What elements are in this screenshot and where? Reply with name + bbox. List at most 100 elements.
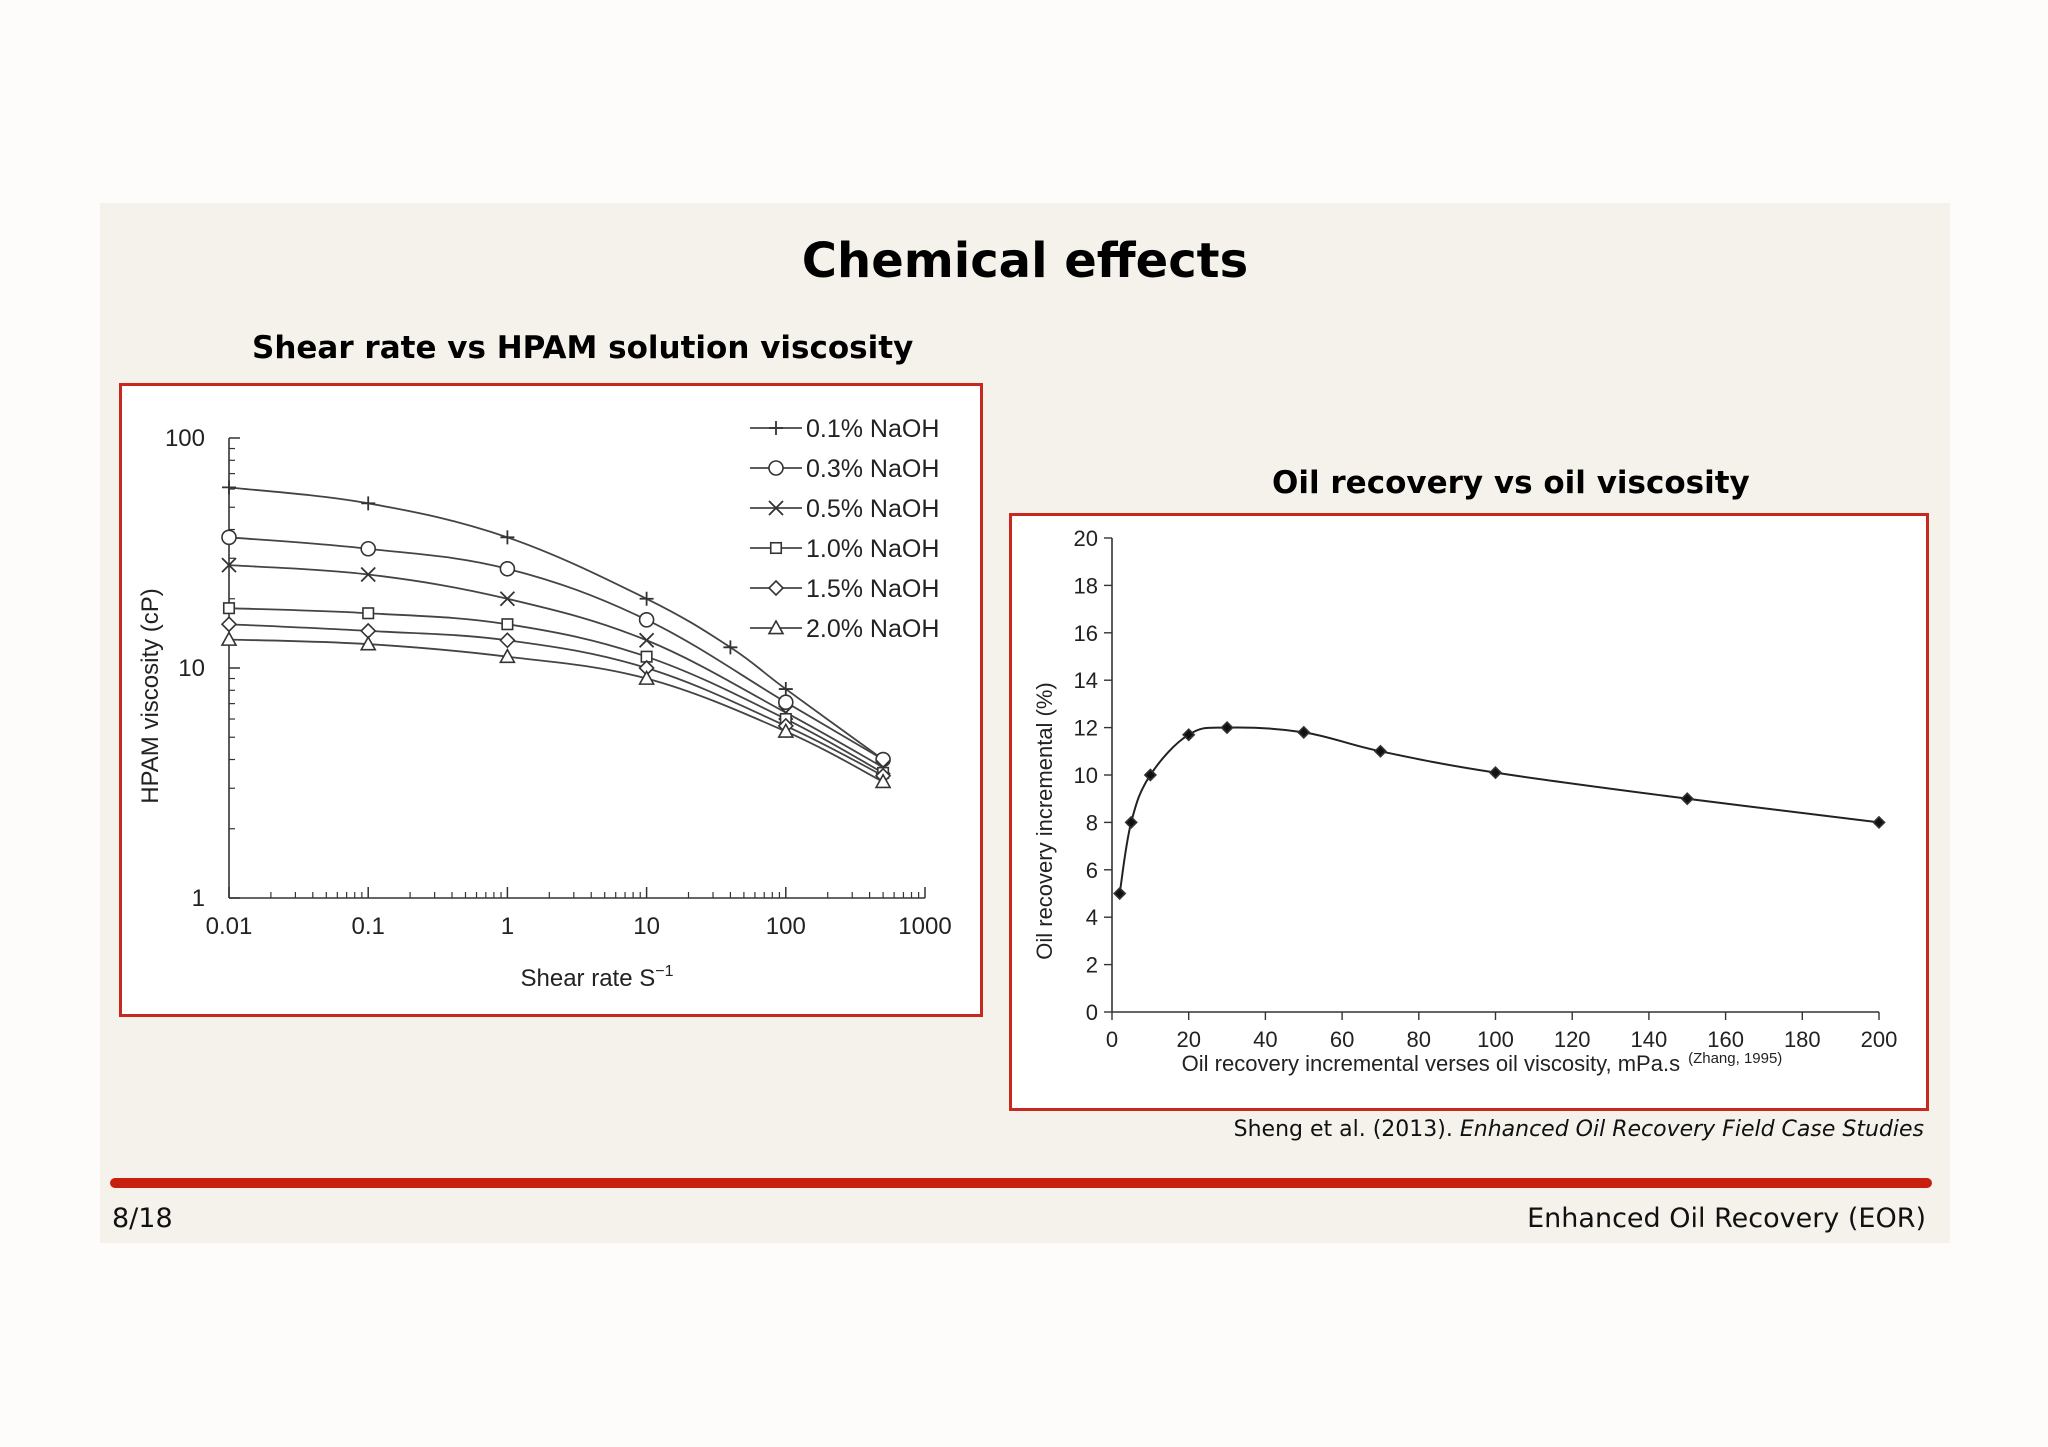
reference-citation: Sheng et al. (2013). Enhanced Oil Recove…	[1234, 1117, 1924, 1142]
data-point	[499, 591, 516, 607]
legend-marker	[768, 460, 784, 476]
legend-marker	[769, 541, 783, 555]
data-point	[500, 530, 515, 545]
legend-entry: 0.1% NaOH	[750, 415, 939, 443]
series-oil-recovery	[1113, 720, 1886, 901]
page-number: 8/18	[112, 1203, 173, 1234]
data-point	[1872, 815, 1886, 830]
x-tick-label: 160	[1707, 1027, 1744, 1052]
x-tick-label: 0.1	[352, 913, 385, 940]
data-point	[501, 618, 514, 631]
oil-recovery-chart: 0 20 40 60 80 100 120 140 160 180 200 0 2 4 6 8 10 12 14 16…	[1032, 526, 1898, 1076]
x-tick-label: 60	[1330, 1027, 1354, 1052]
y-tick-label: 20	[1074, 526, 1098, 551]
footer-divider	[110, 1178, 1932, 1188]
y-tick-label: 10	[178, 655, 205, 682]
data-point	[723, 640, 738, 655]
data-point	[638, 632, 655, 648]
data-point	[638, 669, 655, 685]
data-point	[499, 560, 516, 577]
x-axis-label: Shear rate S−1	[521, 963, 674, 992]
data-point	[777, 694, 794, 711]
legend-entry: 0.3% NaOH	[750, 455, 939, 483]
y-tick-label: 0	[1086, 1000, 1098, 1025]
data-point	[1373, 744, 1388, 758]
y-tick-label: 6	[1086, 858, 1098, 883]
left-chart-subtitle: Shear rate vs HPAM solution viscosity	[252, 330, 914, 366]
data-point	[221, 529, 237, 546]
legend-label: 0.3% NaOH	[806, 455, 939, 483]
legend-marker	[769, 421, 783, 435]
x-tick-label: 120	[1554, 1027, 1591, 1052]
viscosity-chart-frame: 0.01 0.1 1 10 100 1000 1 10 100 0.1% NaOH 0.3% Na…	[119, 383, 983, 1017]
x-axis-label-note: (Zhang, 1995)	[1688, 1050, 1782, 1067]
viscosity-chart: 0.01 0.1 1 10 100 1000 1 10 100 0.1% NaOH 0.3% Na…	[137, 415, 952, 992]
data-point	[499, 648, 516, 664]
x-axis-label-text: Shear rate S	[521, 965, 656, 992]
reference-prefix: Sheng et al. (2013).	[1233, 1117, 1460, 1142]
data-point	[1124, 815, 1138, 830]
series-2-0-naoh	[220, 630, 892, 789]
y-tick-label: 2	[1086, 953, 1098, 978]
x-tick-label: 1000	[898, 913, 951, 940]
x-tick-label: 100	[1477, 1027, 1514, 1052]
legend-label: 1.5% NaOH	[806, 575, 939, 603]
legend-marker	[767, 619, 785, 635]
course-name: Enhanced Oil Recovery (EOR)	[1527, 1203, 1926, 1234]
legend-entry: 1.0% NaOH	[750, 535, 939, 563]
series-0-5-naoh	[221, 557, 891, 775]
data-point	[360, 566, 376, 583]
data-point	[1680, 792, 1694, 806]
data-point	[220, 630, 238, 646]
y-tick-label: 4	[1086, 905, 1098, 930]
x-axis-label: Oil recovery incremental verses oil visc…	[1182, 1050, 1783, 1076]
x-tick-label: 200	[1861, 1027, 1898, 1052]
series-0-1-naoh	[222, 480, 891, 767]
legend-entry: 0.5% NaOH	[750, 495, 939, 523]
data-point	[1113, 886, 1127, 901]
x-tick-label: 40	[1253, 1027, 1277, 1052]
slide: Chemical effects Shear rate vs HPAM solu…	[100, 203, 1950, 1243]
data-point	[778, 682, 793, 697]
data-point	[361, 496, 376, 511]
x-tick-label: 100	[766, 913, 806, 940]
y-tick-label: 1	[192, 885, 205, 912]
series-line	[1118, 726, 1880, 894]
x-tick-label: 10	[633, 913, 660, 940]
x-axis-label-text: Oil recovery incremental verses oil visc…	[1182, 1051, 1680, 1076]
y-tick-label: 10	[1074, 763, 1098, 788]
y-tick-label: 100	[165, 425, 205, 452]
x-tick-label: 1	[501, 913, 514, 940]
legend-marker	[767, 579, 785, 597]
x-tick-label: 0.01	[206, 913, 253, 940]
y-axis-label: HPAM viscosity (cP)	[137, 588, 164, 804]
reference-title: Enhanced Oil Recovery Field Case Studies	[1459, 1117, 1924, 1142]
y-tick-label: 16	[1074, 621, 1098, 646]
oil-recovery-chart-frame: 0 20 40 60 80 100 120 140 160 180 200 0 2 4 6 8 10 12 14 16…	[1009, 513, 1929, 1111]
data-point	[777, 722, 795, 738]
legend-entry: 2.0% NaOH	[750, 615, 939, 643]
data-point	[1220, 720, 1234, 735]
data-point	[1488, 765, 1503, 780]
legend-marker	[768, 500, 784, 516]
data-point	[222, 602, 236, 615]
legend-label: 2.0% NaOH	[806, 615, 939, 643]
y-tick-label: 12	[1074, 716, 1098, 741]
data-point	[1297, 725, 1311, 739]
slide-title: Chemical effects	[801, 233, 1249, 289]
y-tick-label: 14	[1074, 668, 1098, 693]
data-point	[1143, 768, 1157, 782]
data-point	[499, 632, 516, 649]
data-point	[222, 480, 236, 495]
x-tick-label: 20	[1176, 1027, 1200, 1052]
x-tick-label: 80	[1407, 1027, 1431, 1052]
series-0-3-naoh	[221, 529, 891, 768]
x-axis-label-superscript: −1	[655, 963, 673, 980]
x-tick-label: 140	[1631, 1027, 1668, 1052]
y-axis-label: Oil recovery incremental (%)	[1032, 682, 1057, 960]
data-point	[874, 773, 892, 789]
x-tick-label: 180	[1784, 1027, 1821, 1052]
data-point	[1182, 728, 1196, 742]
y-tick-label: 18	[1074, 573, 1098, 598]
data-point	[638, 612, 655, 628]
